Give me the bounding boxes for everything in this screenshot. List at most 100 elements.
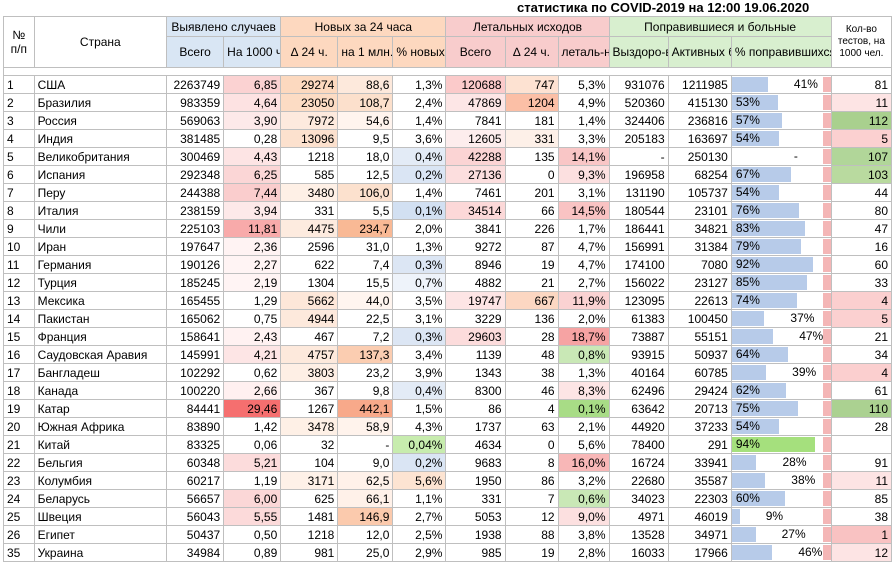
recovered-share: 57% <box>730 111 832 130</box>
deaths-24h: 66 <box>504 201 559 220</box>
cases-per1000: 0,89 <box>223 543 282 562</box>
new-cases-24h: 1218 <box>280 525 339 544</box>
recovered-bar <box>732 221 805 236</box>
row-number: 22 <box>3 453 35 472</box>
header-total: Всего <box>166 36 225 68</box>
country-name: Индия <box>33 129 168 148</box>
lethal-share-bar <box>822 185 831 200</box>
recovered-bar <box>732 491 785 506</box>
deaths-24h: 135 <box>504 147 559 166</box>
cases-total: 34984 <box>166 543 225 562</box>
new-cases-24h: 3478 <box>280 417 339 436</box>
table-row: 18 Канада 100220 2,66 367 9,8 0,4% 8300 46 8,3% 62… <box>3 381 893 400</box>
lethal-pct: 3,1% <box>557 183 610 202</box>
tests-per1000: 110 <box>830 399 893 418</box>
cases-per1000: 4,43 <box>223 147 282 166</box>
recovered-bar <box>732 131 780 146</box>
deaths-24h: 4 <box>504 399 559 418</box>
cases-total: 145991 <box>166 345 225 364</box>
recovered-share: 54% <box>730 183 832 202</box>
lethal-pct: 1,3% <box>557 363 610 382</box>
cases-per1000: 7,44 <box>223 183 282 202</box>
cases-total: 60217 <box>166 471 225 490</box>
pct-new: 0,7% <box>392 273 447 292</box>
new-per-million: 137,3 <box>337 345 394 364</box>
new-cases-24h: 23050 <box>280 93 339 112</box>
active-cases: 1211985 <box>667 75 732 94</box>
row-number: 8 <box>3 201 35 220</box>
recovered: 520360 <box>608 93 669 112</box>
active-cases: 250130 <box>667 147 732 166</box>
new-per-million: 31,0 <box>337 237 394 256</box>
lethal-share-bar <box>822 401 831 416</box>
cases-total: 83325 <box>166 435 225 454</box>
tests-per1000: 11 <box>830 471 893 490</box>
lethal-share-bar <box>822 383 831 398</box>
row-number: 35 <box>3 543 35 562</box>
recovered-bar <box>732 311 765 326</box>
deaths-total: 42288 <box>445 147 506 166</box>
cases-per1000: 2,19 <box>223 273 282 292</box>
deaths-24h: 88 <box>504 525 559 544</box>
table-row: 15 Франция 158641 2,43 467 7,2 0,3% 29603 28 18,7… <box>3 327 893 346</box>
recovered-bar <box>732 473 766 488</box>
new-per-million: 7,4 <box>337 255 394 274</box>
country-name: Египет <box>33 525 168 544</box>
active-cases: 60785 <box>667 363 732 382</box>
cases-per1000: 6,85 <box>223 75 282 94</box>
row-number: 2 <box>3 93 35 112</box>
active-cases: 31384 <box>667 237 732 256</box>
table-row: 11 Германия 190126 2,27 622 7,4 0,3% 8946 19 4,7%… <box>3 255 893 274</box>
table-row: 8 Италия 238159 3,94 331 5,5 0,1% 34514 66 14,5% 1… <box>3 201 893 220</box>
deaths-24h: 46 <box>504 381 559 400</box>
lethal-pct: 5,6% <box>557 435 610 454</box>
lethal-share-bar <box>822 437 831 452</box>
active-cases: 68254 <box>667 165 732 184</box>
cases-total: 381485 <box>166 129 225 148</box>
recovered: 123095 <box>608 291 669 310</box>
deaths-total: 4882 <box>445 273 506 292</box>
tests-per1000: 91 <box>830 453 893 472</box>
deaths-total: 19747 <box>445 291 506 310</box>
recovered: 180544 <box>608 201 669 220</box>
pct-new: 1,3% <box>392 237 447 256</box>
pct-new: 0,3% <box>392 327 447 346</box>
lethal-share-bar <box>822 545 831 560</box>
recovered: 205183 <box>608 129 669 148</box>
row-number: 24 <box>3 489 35 508</box>
deaths-total: 12605 <box>445 129 506 148</box>
cases-per1000: 11,81 <box>223 219 282 238</box>
cases-total: 158641 <box>166 327 225 346</box>
lethal-share-bar <box>822 311 831 326</box>
deaths-24h: 331 <box>504 129 559 148</box>
recovered-pct-label: 54% <box>735 185 760 199</box>
recovered-share: 9% <box>730 507 832 526</box>
row-number: 4 <box>3 129 35 148</box>
recovered-share: 64% <box>730 345 832 364</box>
row-number: 10 <box>3 237 35 256</box>
row-number: 14 <box>3 309 35 328</box>
lethal-pct: 9,0% <box>557 507 610 526</box>
cases-total: 292348 <box>166 165 225 184</box>
recovered: 16033 <box>608 543 669 562</box>
lethal-share-bar <box>822 275 831 290</box>
new-per-million: 9,8 <box>337 381 394 400</box>
new-per-million: 44,0 <box>337 291 394 310</box>
new-per-million: 23,2 <box>337 363 394 382</box>
country-name: Швеция <box>33 507 168 526</box>
lethal-share-bar <box>822 293 831 308</box>
recovered-pct-label: 57% <box>735 113 760 127</box>
table-row: 13 Мексика 165455 1,29 5662 44,0 3,5% 19747 667 1… <box>3 291 893 310</box>
country-name: Мексика <box>33 291 168 310</box>
country-name: Турция <box>33 273 168 292</box>
recovered: 40164 <box>608 363 669 382</box>
tests-per1000: 28 <box>830 417 893 436</box>
recovered: 186441 <box>608 219 669 238</box>
header-row-top: № п/п Страна Выявлено случаев Новых за 2… <box>3 16 893 68</box>
tests-per1000: 33 <box>830 273 893 292</box>
active-cases: 46019 <box>667 507 732 526</box>
active-cases: 35587 <box>667 471 732 490</box>
table-row: 12 Турция 185245 2,19 1304 15,5 0,7% 4882 21 2,7%… <box>3 273 893 292</box>
recovered-pct-label: 54% <box>735 419 760 433</box>
cases-total: 2263749 <box>166 75 225 94</box>
